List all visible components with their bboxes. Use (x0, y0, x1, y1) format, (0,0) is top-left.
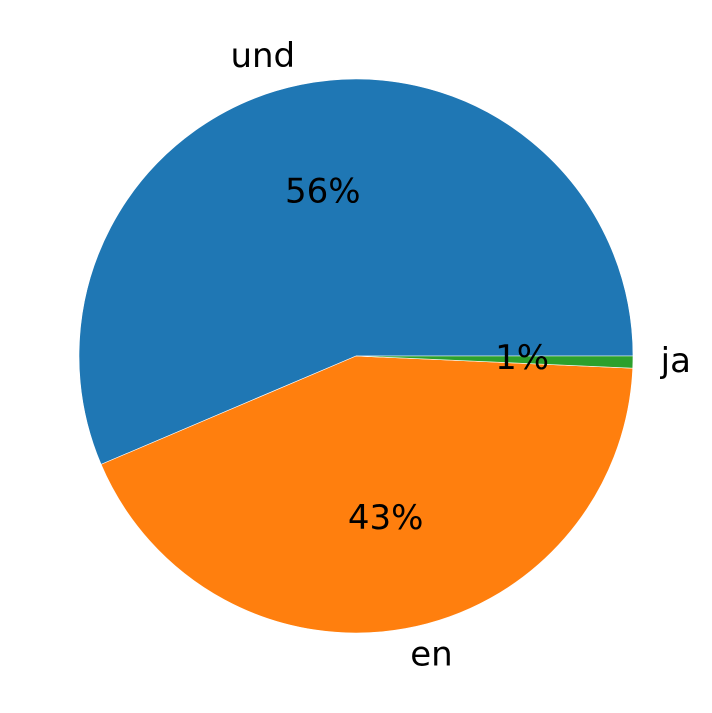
pie-slice-und (78, 78, 634, 465)
slice-label-en: en (410, 634, 452, 674)
pie-slices (78, 78, 634, 634)
slice-label-und: und (230, 36, 295, 76)
slice-label-ja: ja (660, 341, 691, 381)
pct-label-und: 56% (285, 172, 361, 212)
pie-labels: und 56% en 43% ja 1% (230, 36, 690, 674)
pie-slice-ja (355, 355, 634, 369)
pct-label-en: 43% (348, 498, 424, 538)
pie-slice-en (100, 355, 634, 634)
pct-label-ja: 1% (495, 338, 549, 378)
